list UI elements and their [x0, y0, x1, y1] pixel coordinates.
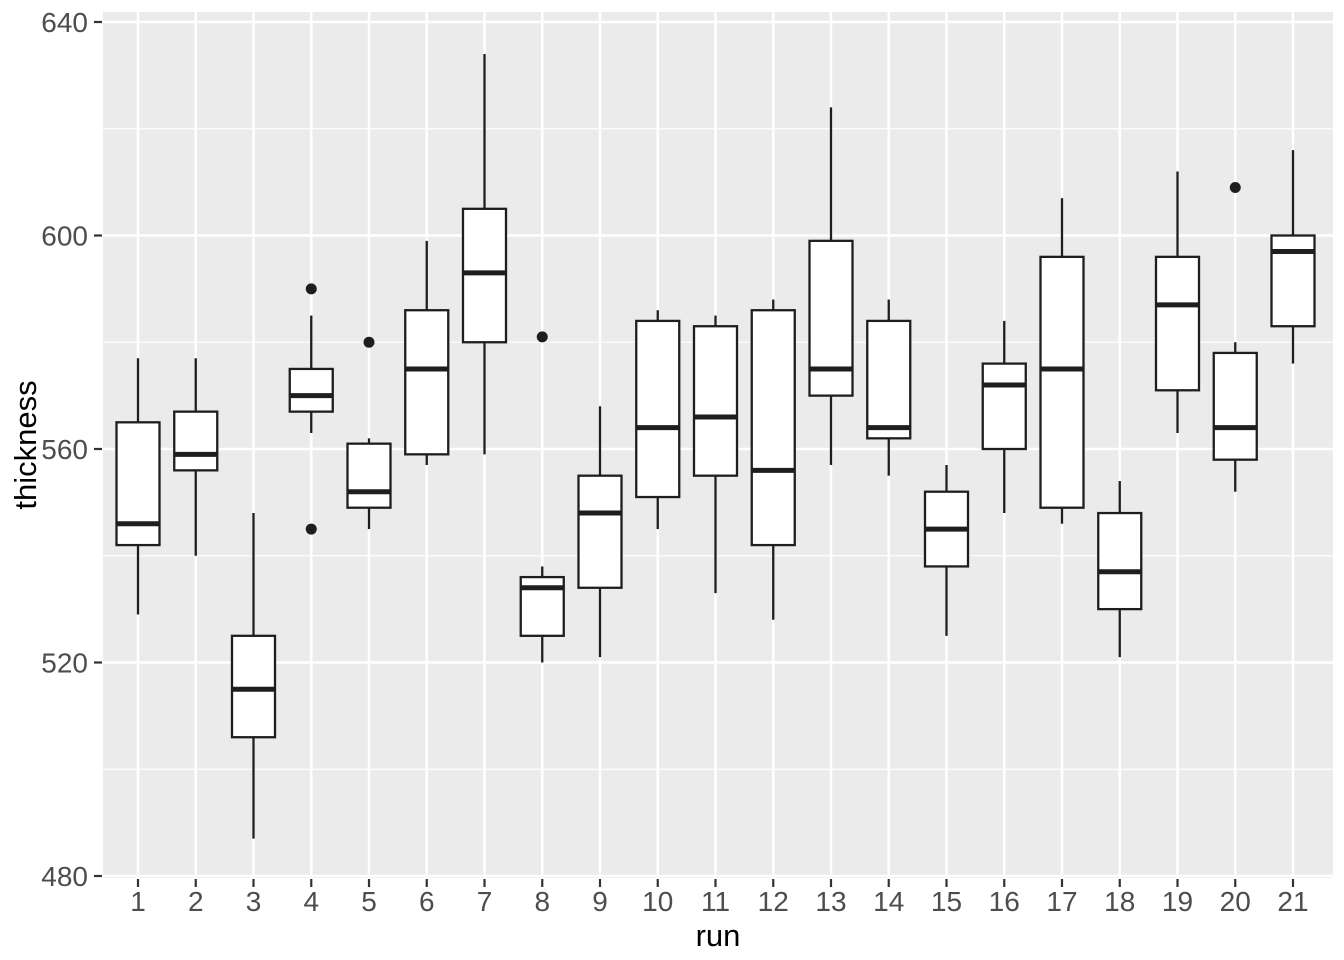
- boxplot-run-5: [346, 336, 392, 530]
- x-tick-label: 8: [534, 886, 550, 917]
- x-tick-label: 12: [758, 886, 789, 917]
- boxplot-run-21: [1270, 150, 1316, 364]
- boxplot-run-2: [173, 358, 219, 556]
- x-tick-label: 10: [642, 886, 673, 917]
- iqr-box: [1154, 255, 1201, 392]
- boxplot-run-6: [404, 240, 450, 466]
- boxplot-run-7: [461, 54, 508, 455]
- iqr-box: [115, 421, 161, 547]
- boxplot-run-15: [923, 465, 970, 636]
- iqr-box: [461, 207, 508, 344]
- boxplot-run-1: [115, 358, 161, 615]
- boxplot-run-19: [1154, 171, 1201, 433]
- x-tick-label: 18: [1104, 886, 1135, 917]
- iqr-box: [1039, 255, 1085, 509]
- iqr-box: [577, 474, 623, 589]
- iqr-box: [230, 634, 277, 739]
- iqr-box: [635, 319, 681, 499]
- outlier-point: [305, 523, 317, 535]
- x-tick-label: 16: [989, 886, 1020, 917]
- iqr-box: [288, 367, 334, 413]
- boxplot-run-17: [1039, 198, 1085, 524]
- x-tick-label: 3: [246, 886, 262, 917]
- boxplot-run-4: [288, 283, 334, 535]
- x-tick-label: 5: [361, 886, 377, 917]
- outlier-point: [363, 336, 375, 348]
- y-tick-label: 560: [41, 434, 88, 465]
- iqr-box: [808, 239, 854, 397]
- iqr-box: [981, 362, 1027, 451]
- x-axis-title: run: [695, 918, 741, 953]
- boxplot-run-16: [981, 320, 1027, 514]
- x-tick-label: 4: [303, 886, 319, 917]
- iqr-box: [692, 325, 739, 477]
- boxplot-run-11: [692, 315, 739, 594]
- boxplot-run-8: [519, 331, 565, 663]
- boxplot-run-20: [1212, 181, 1258, 492]
- x-tick-label: 14: [873, 886, 904, 917]
- outlier-point: [1229, 181, 1241, 193]
- iqr-box: [866, 319, 912, 440]
- boxplot-run-10: [635, 310, 681, 530]
- boxplot-run-12: [750, 299, 796, 620]
- x-tick-label: 17: [1046, 886, 1077, 917]
- y-tick-label: 480: [41, 861, 88, 892]
- x-tick-label: 2: [188, 886, 204, 917]
- iqr-box: [173, 410, 219, 472]
- boxplot-run-14: [866, 299, 912, 476]
- y-axis-title: thickness: [8, 380, 43, 510]
- y-tick-label: 600: [41, 221, 88, 252]
- iqr-box: [346, 442, 392, 509]
- y-tick-label: 640: [41, 7, 88, 38]
- x-tick-label: 15: [931, 886, 962, 917]
- x-tick-label: 21: [1277, 886, 1308, 917]
- iqr-box: [1097, 511, 1143, 611]
- x-tick-label: 6: [419, 886, 435, 917]
- boxplot-run-18: [1097, 481, 1143, 658]
- iqr-box: [750, 309, 796, 547]
- iqr-box: [1212, 351, 1258, 461]
- boxplot-run-3: [230, 513, 277, 839]
- x-tick-label: 1: [130, 886, 146, 917]
- x-tick-label: 7: [477, 886, 493, 917]
- x-tick-label: 11: [701, 886, 730, 917]
- x-tick-label: 9: [592, 886, 608, 917]
- boxplot-run-9: [577, 406, 623, 658]
- x-tick-label: 13: [815, 886, 846, 917]
- iqr-box: [404, 309, 450, 456]
- outlier-point: [305, 283, 317, 295]
- x-tick-label: 19: [1162, 886, 1193, 917]
- x-tick-label: 20: [1220, 886, 1251, 917]
- outlier-point: [536, 331, 548, 343]
- boxplot-run-13: [808, 107, 854, 466]
- y-tick-label: 520: [41, 648, 88, 679]
